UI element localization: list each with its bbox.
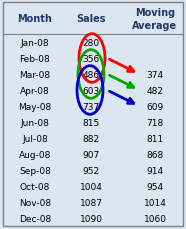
Text: 609: 609 [146, 102, 164, 111]
Text: 868: 868 [146, 150, 164, 159]
Text: Nov-08: Nov-08 [19, 198, 51, 207]
Text: Jan-08: Jan-08 [21, 38, 49, 47]
Text: 374: 374 [146, 70, 163, 79]
Text: Moving: Moving [135, 8, 175, 18]
Text: 882: 882 [82, 134, 100, 143]
Text: Jul-08: Jul-08 [22, 134, 48, 143]
Text: Dec-08: Dec-08 [19, 214, 51, 223]
Text: Feb-08: Feb-08 [20, 54, 50, 63]
Text: 603: 603 [82, 86, 100, 95]
Text: 482: 482 [147, 86, 163, 95]
Text: Apr-08: Apr-08 [20, 86, 50, 95]
Text: 280: 280 [82, 38, 100, 47]
Text: Average: Average [132, 21, 178, 31]
Text: 1090: 1090 [79, 214, 102, 223]
FancyBboxPatch shape [3, 3, 183, 226]
Text: Aug-08: Aug-08 [19, 150, 51, 159]
Text: 356: 356 [82, 54, 100, 63]
Text: Sep-08: Sep-08 [19, 166, 51, 175]
Text: 811: 811 [146, 134, 164, 143]
Text: Jun-08: Jun-08 [21, 118, 49, 127]
Text: 954: 954 [146, 182, 163, 191]
Text: 486: 486 [82, 70, 100, 79]
Text: 1087: 1087 [79, 198, 102, 207]
Text: 815: 815 [82, 118, 100, 127]
Text: May-08: May-08 [18, 102, 52, 111]
Text: 914: 914 [146, 166, 163, 175]
Text: Mar-08: Mar-08 [20, 70, 51, 79]
Text: Sales: Sales [76, 14, 106, 24]
Text: 907: 907 [82, 150, 100, 159]
Text: 737: 737 [82, 102, 100, 111]
Text: 718: 718 [146, 118, 164, 127]
Text: 952: 952 [82, 166, 100, 175]
Text: Oct-08: Oct-08 [20, 182, 50, 191]
Text: Month: Month [17, 14, 52, 24]
Text: 1060: 1060 [144, 214, 166, 223]
Text: 1014: 1014 [144, 198, 166, 207]
Text: 1004: 1004 [80, 182, 102, 191]
